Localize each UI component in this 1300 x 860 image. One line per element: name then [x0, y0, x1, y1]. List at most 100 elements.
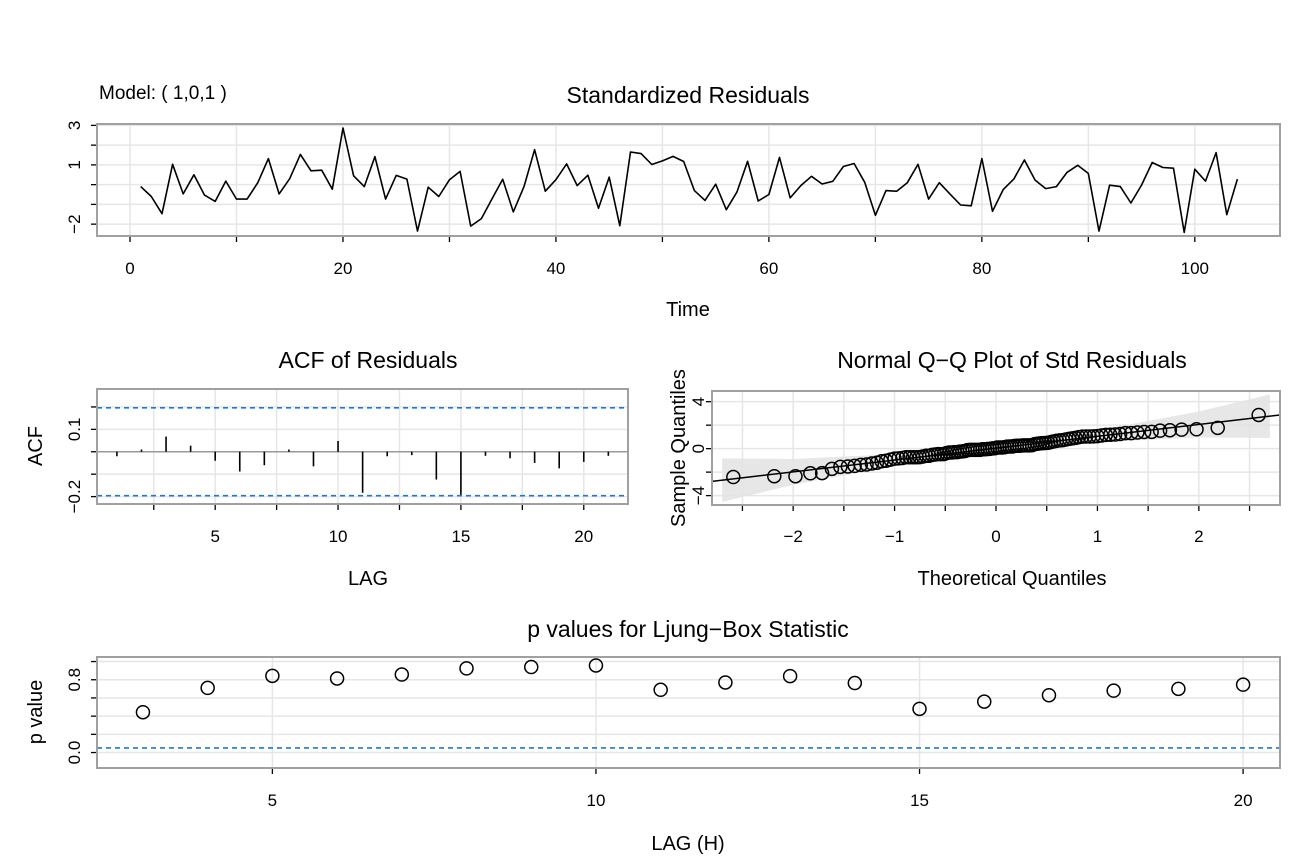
qq-point: [1174, 422, 1189, 437]
pvalue-point: [782, 668, 798, 684]
acf-panel: 5 10 15 20 0.1 −0.2: [65, 388, 629, 546]
ljungbox-panel: 5 10 15 20 0.8 0.0: [65, 656, 1281, 810]
qq-point: [1118, 425, 1133, 441]
plot-frame: [96, 656, 1281, 769]
qq-point: [1144, 424, 1159, 440]
x-tick-label: 0: [991, 527, 1000, 546]
pvalue-point: [977, 694, 992, 709]
qq-point: [853, 457, 869, 473]
ljungbox-ylabel: p value: [25, 680, 47, 745]
pvalue-point: [135, 704, 151, 720]
pvalue-point: [718, 675, 733, 690]
residuals-xlabel: Time: [666, 299, 710, 321]
x-tick-label: 40: [546, 259, 565, 278]
qq-point: [1130, 425, 1145, 440]
y-tick-label: 4: [689, 397, 708, 406]
qq-point: [1103, 427, 1118, 443]
pvalue-point: [912, 701, 927, 717]
pvalue-point: [523, 659, 539, 675]
qq-point: [1112, 426, 1128, 442]
y-tick-label: −4: [689, 486, 708, 505]
x-tick-label: 0: [125, 259, 134, 278]
ljungbox-xlabel: LAG (H): [651, 833, 724, 855]
x-tick-label: 20: [1234, 791, 1253, 810]
qq-point: [726, 469, 741, 485]
pvalue-point: [1041, 687, 1057, 703]
qq-point: [847, 458, 862, 474]
x-tick-label: 20: [334, 259, 353, 278]
qq-point: [1075, 429, 1090, 444]
x-tick-label: 5: [268, 791, 277, 810]
pvalue-point: [329, 671, 345, 686]
qq-point: [814, 465, 830, 481]
qq-title: Normal Q−Q Plot of Std Residuals: [837, 347, 1187, 373]
acf-xlabel: LAG: [348, 568, 388, 590]
residuals-title: Standardized Residuals: [567, 82, 810, 108]
x-tick-label: 15: [910, 791, 929, 810]
x-tick-label: 2: [1194, 527, 1203, 546]
x-tick-label: −1: [885, 527, 904, 546]
ljungbox-grid: [97, 657, 1280, 768]
qq-point: [788, 468, 803, 484]
x-tick-label: 15: [451, 527, 470, 546]
pvalue-point: [588, 658, 604, 673]
acf-ylabel: ACF: [25, 426, 47, 466]
qq-point: [1098, 427, 1114, 443]
y-tick-label: −0.2: [65, 480, 84, 514]
x-tick-label: 10: [586, 791, 605, 810]
y-tick-label: 3: [65, 121, 84, 130]
plot-frame: [96, 123, 1281, 237]
pvalue-point: [394, 667, 410, 682]
qq-point: [803, 466, 818, 481]
qq-point: [1107, 427, 1123, 442]
qq-point: [1078, 429, 1094, 444]
pvalue-point: [1171, 681, 1186, 697]
x-tick-label: 100: [1181, 259, 1209, 278]
y-tick-label: 0: [689, 444, 708, 453]
x-tick-label: 60: [759, 259, 778, 278]
pvalue-point: [459, 661, 474, 676]
x-tick-label: 1: [1093, 527, 1102, 546]
qq-point: [1162, 422, 1178, 438]
qq-panel: −2 −1 0 1 2 4 0 −4: [689, 390, 1281, 546]
x-tick-label: −2: [783, 527, 802, 546]
y-tick-label: 0.0: [65, 741, 84, 765]
qq-point: [833, 459, 848, 475]
residuals-panel: 0 20 40 60 80 100 3 1 −2: [65, 121, 1281, 278]
acf-title: ACF of Residuals: [279, 347, 458, 373]
residual-series-line: [140, 127, 1239, 234]
pvalue-point: [200, 680, 215, 696]
qq-point: [1251, 407, 1266, 423]
qq-point: [887, 451, 902, 466]
qq-point: [1152, 423, 1168, 438]
y-tick-label: 0.8: [65, 668, 84, 692]
x-tick-label: 10: [329, 527, 348, 546]
qq-point: [1082, 429, 1097, 444]
qq-point: [824, 461, 840, 477]
qq-xlabel: Theoretical Quantiles: [918, 568, 1107, 590]
y-tick-label: 1: [65, 160, 84, 169]
qq-point: [864, 456, 880, 471]
plot-frame: [96, 388, 629, 505]
residuals-grid: [97, 124, 1280, 236]
qq-point: [859, 457, 874, 472]
pvalue-point: [265, 668, 280, 684]
qq-point: [1189, 422, 1204, 437]
pvalue-point: [1106, 683, 1121, 698]
qq-point: [1210, 420, 1225, 436]
qq-ylabel: Sample Quantiles: [668, 369, 690, 527]
y-tick-label: −2: [65, 214, 84, 233]
ljungbox-title: p values for Ljung−Box Statistic: [527, 616, 849, 642]
x-tick-label: 80: [972, 259, 991, 278]
x-tick-label: 5: [210, 527, 219, 546]
pvalue-point: [653, 682, 668, 698]
plot-frame: [711, 390, 1281, 506]
model-label: Model: ( 1,0,1 ): [99, 83, 227, 104]
qq-point: [767, 468, 782, 484]
x-tick-label: 20: [574, 527, 593, 546]
pvalue-point: [847, 675, 863, 691]
qq-point: [1136, 424, 1152, 440]
pvalue-point: [1235, 677, 1251, 692]
y-tick-label: 0.1: [65, 418, 84, 442]
